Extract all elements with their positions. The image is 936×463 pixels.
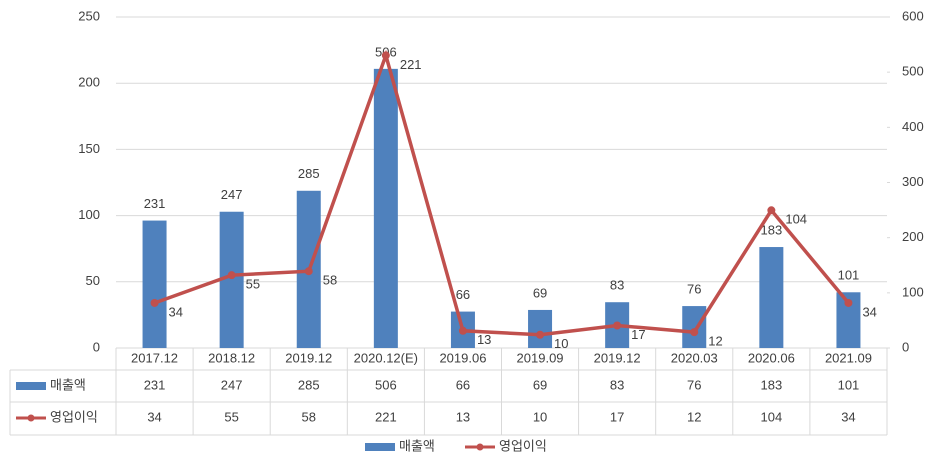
legend-key — [476, 443, 484, 451]
table-legend-key — [16, 382, 46, 390]
table-cell: 69 — [533, 377, 547, 392]
bar — [759, 247, 784, 348]
bar-value-label: 183 — [760, 222, 782, 237]
y2-tick-label: 500 — [902, 64, 924, 79]
x-tick-label: 2020.03 — [671, 350, 718, 365]
line-point — [690, 328, 699, 337]
line-value-label: 55 — [246, 277, 260, 292]
y-tick-label: 200 — [78, 75, 100, 90]
bar-value-label: 231 — [144, 196, 166, 211]
bar-value-label: 247 — [221, 187, 243, 202]
line-point — [613, 321, 622, 330]
x-tick-label: 2018.12 — [208, 350, 255, 365]
y2-tick-label: 300 — [902, 174, 924, 189]
table-cell: 247 — [221, 377, 243, 392]
x-tick-label: 2019.06 — [439, 350, 486, 365]
line-point — [844, 298, 853, 307]
bar-value-label: 69 — [533, 285, 547, 300]
x-tick-label: 2021.09 — [825, 350, 872, 365]
table-cell: 13 — [456, 409, 470, 424]
line-value-label: 221 — [400, 57, 422, 72]
table-cell: 221 — [375, 409, 397, 424]
table-cell: 101 — [838, 377, 860, 392]
table-legend-key — [27, 414, 35, 422]
line-point — [227, 271, 236, 280]
line-point — [381, 51, 390, 60]
x-tick-label: 2020.06 — [748, 350, 795, 365]
table-cell: 12 — [687, 409, 701, 424]
y2-tick-label: 400 — [902, 119, 924, 134]
x-tick-label: 2019.12 — [594, 350, 641, 365]
line-value-label: 10 — [554, 336, 568, 351]
line — [153, 49, 850, 337]
table-cell: 10 — [533, 409, 547, 424]
line-value-label: 13 — [477, 332, 491, 347]
table-cell: 66 — [456, 377, 470, 392]
y2-tick-label: 200 — [902, 229, 924, 244]
bar — [682, 306, 707, 348]
table-cell: 55 — [224, 409, 238, 424]
line-point — [536, 330, 545, 339]
x-tick-label: 2017.12 — [131, 350, 178, 365]
y-tick-label: 0 — [93, 339, 100, 354]
legend-label: 영업이익 — [499, 438, 547, 453]
line-point — [304, 267, 313, 276]
y-tick-label: 50 — [86, 273, 100, 288]
y2-tick-label: 0 — [902, 339, 909, 354]
line-value-label: 34 — [169, 304, 183, 319]
table-cell: 76 — [687, 377, 701, 392]
bar — [528, 309, 553, 348]
bar-value-label: 83 — [610, 278, 624, 293]
line-point — [150, 298, 159, 307]
table-series-name: 영업이익 — [50, 409, 98, 424]
table-cell: 83 — [610, 377, 624, 392]
line-value-label: 12 — [708, 334, 722, 349]
line-value-label: 58 — [323, 273, 337, 288]
bar — [142, 220, 167, 348]
x-tick-label: 2019.12 — [285, 350, 332, 365]
table-cell: 104 — [760, 409, 782, 424]
bar-value-label: 66 — [456, 287, 470, 302]
line-point — [458, 326, 467, 335]
table-cell: 285 — [298, 377, 320, 392]
legend-label: 매출액 — [399, 438, 435, 453]
y-tick-label: 100 — [78, 207, 100, 222]
table-cell: 17 — [610, 409, 624, 424]
line-value-label: 17 — [631, 327, 645, 342]
bar-value-label: 101 — [838, 268, 860, 283]
y2-tick-label: 100 — [902, 284, 924, 299]
table-cell: 34 — [841, 409, 855, 424]
y-tick-label: 250 — [78, 8, 100, 23]
table-cell: 506 — [375, 377, 397, 392]
x-tick-label: 2019.09 — [517, 350, 564, 365]
legend-key — [365, 443, 395, 451]
table-cell: 58 — [302, 409, 316, 424]
table-cell: 231 — [144, 377, 166, 392]
bar-value-label: 285 — [298, 166, 320, 181]
line-value-label: 34 — [862, 304, 876, 319]
y2-tick-label: 600 — [902, 8, 924, 23]
bar-value-label: 76 — [687, 282, 701, 297]
line-value-label: 104 — [785, 212, 807, 227]
bar — [373, 68, 398, 349]
table-cell: 183 — [760, 377, 782, 392]
x-tick-label: 2020.12(E) — [354, 350, 418, 365]
y-tick-label: 150 — [78, 141, 100, 156]
line-point — [767, 206, 776, 215]
table-series-name: 매출액 — [50, 377, 86, 392]
table-cell: 34 — [147, 409, 161, 424]
